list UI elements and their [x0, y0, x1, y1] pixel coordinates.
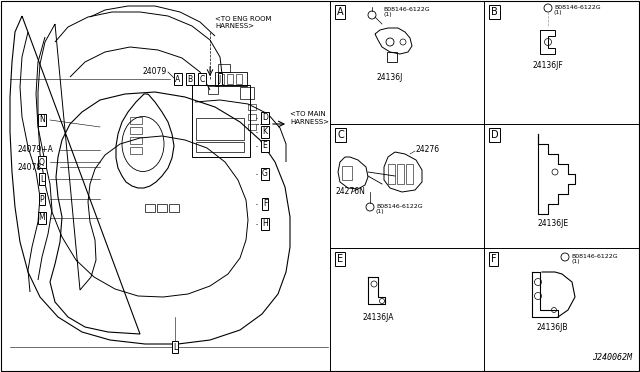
Text: K: K: [262, 128, 268, 137]
Bar: [240, 87, 254, 99]
Text: E: E: [337, 254, 343, 264]
Text: J: J: [219, 74, 221, 83]
Text: 24136JB: 24136JB: [536, 323, 568, 331]
Text: Q: Q: [39, 157, 45, 167]
Text: <TO ENG ROOM
HARNESS>: <TO ENG ROOM HARNESS>: [215, 16, 271, 29]
Text: 24136JF: 24136JF: [532, 61, 563, 70]
Text: G: G: [262, 170, 268, 179]
Text: F: F: [491, 254, 497, 264]
Bar: [387, 52, 397, 62]
Text: P: P: [40, 195, 44, 203]
Text: 24136J: 24136J: [377, 73, 403, 81]
Text: M: M: [38, 214, 45, 222]
Bar: [342, 166, 352, 180]
Text: B08146-6122G
(1): B08146-6122G (1): [376, 203, 422, 214]
Text: A: A: [337, 7, 344, 17]
Bar: [130, 147, 142, 154]
Bar: [130, 117, 142, 124]
Text: B08146-6122G
(1): B08146-6122G (1): [571, 254, 618, 264]
Bar: [130, 127, 142, 134]
Text: 24079: 24079: [143, 67, 167, 77]
Bar: [227, 74, 233, 84]
Bar: [196, 142, 244, 152]
Text: E: E: [262, 141, 268, 151]
Bar: [248, 114, 256, 120]
Text: L: L: [173, 343, 177, 352]
Bar: [157, 204, 167, 212]
Bar: [130, 137, 142, 144]
Bar: [169, 204, 179, 212]
Bar: [248, 124, 256, 130]
Bar: [196, 118, 244, 140]
Text: N: N: [39, 115, 45, 125]
Bar: [406, 164, 413, 184]
Text: <TO MAIN
HARNESS>: <TO MAIN HARNESS>: [290, 112, 329, 125]
Text: F: F: [263, 199, 267, 208]
Bar: [397, 164, 404, 184]
Text: B: B: [188, 74, 193, 83]
Text: D: D: [491, 130, 499, 140]
Bar: [208, 86, 218, 94]
Text: C: C: [337, 130, 344, 140]
Text: 24136JE: 24136JE: [538, 219, 568, 228]
Text: J240062M: J240062M: [592, 353, 632, 362]
Bar: [248, 104, 256, 110]
Text: 24276: 24276: [415, 145, 439, 154]
Bar: [145, 204, 155, 212]
Text: H: H: [262, 219, 268, 228]
Text: 24078: 24078: [18, 163, 42, 171]
Text: 24276N: 24276N: [335, 187, 365, 196]
Text: L: L: [40, 174, 44, 183]
Bar: [236, 74, 242, 84]
Text: D: D: [262, 113, 268, 122]
Text: B08146-6122G
(1): B08146-6122G (1): [383, 7, 429, 17]
Text: B08146-6122G
(1): B08146-6122G (1): [554, 4, 600, 15]
Bar: [388, 164, 395, 184]
Bar: [192, 85, 250, 157]
Bar: [215, 72, 247, 86]
Text: B: B: [491, 7, 498, 17]
Text: 24079+A: 24079+A: [18, 145, 54, 154]
Bar: [218, 74, 224, 84]
Text: C: C: [200, 74, 205, 83]
Bar: [218, 64, 230, 72]
Text: A: A: [175, 74, 180, 83]
Text: 24136JA: 24136JA: [362, 312, 394, 321]
